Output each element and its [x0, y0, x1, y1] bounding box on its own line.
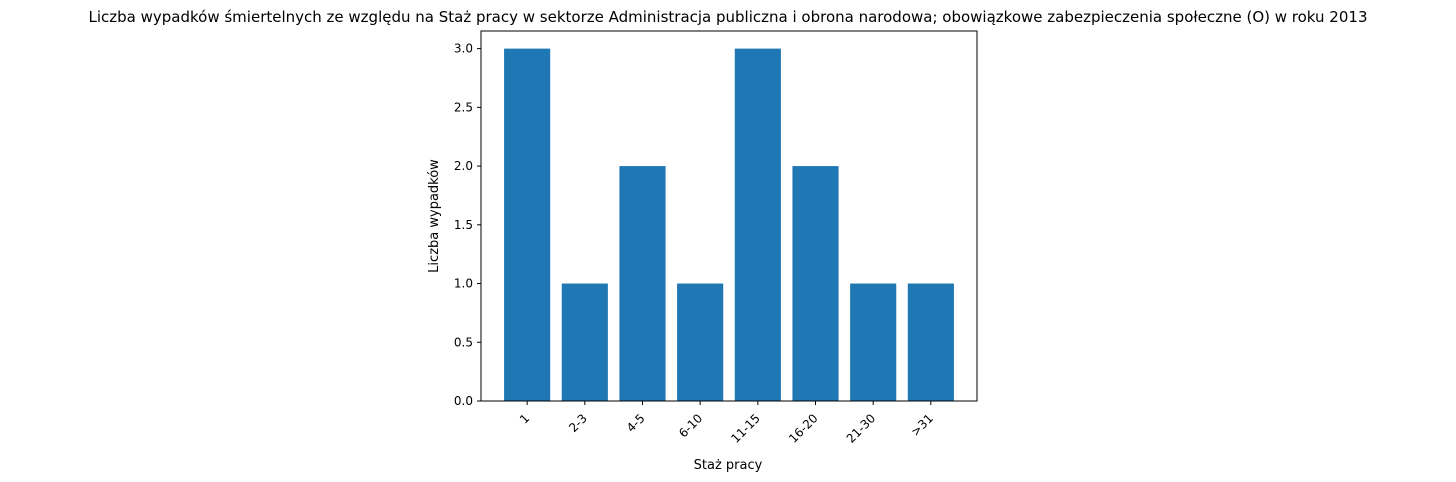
y-tick-label: 0.0: [454, 394, 473, 408]
x-tick-label: 6-10: [676, 411, 705, 440]
x-tick-label: 4-5: [624, 411, 648, 435]
bar: [792, 166, 839, 401]
bar: [677, 283, 724, 401]
y-tick-label: 3.0: [454, 42, 473, 56]
x-tick-label: 1: [517, 411, 532, 426]
x-tick-label: 11-15: [728, 411, 763, 446]
x-axis-label: Staż pracy: [694, 458, 763, 473]
x-tick-label: 21-30: [844, 411, 879, 446]
y-axis-label: Liczba wypadków: [427, 159, 442, 273]
plot-area: 0.0 0.5 1.0 1.5 2.0 2.5 3.0 1 2-3 4-5 6-10 11-15 16-…: [454, 30, 978, 446]
y-tick-label: 1.0: [454, 277, 473, 291]
y-tick-label: 0.5: [454, 335, 473, 349]
bar: [619, 166, 666, 401]
chart-title: Liczba wypadków śmiertelnych ze względu …: [89, 8, 1368, 26]
y-tick-label: 1.5: [454, 218, 473, 232]
y-tick-label: 2.5: [454, 100, 473, 114]
x-tick-label: 16-20: [786, 411, 821, 446]
y-tick-label: 2.0: [454, 159, 473, 173]
x-tick-label: 2-3: [566, 411, 590, 435]
bar: [561, 283, 608, 401]
axes-frame: [480, 30, 978, 402]
bar: [504, 48, 551, 402]
x-tick-label: >31: [908, 411, 936, 439]
bar: [850, 283, 897, 401]
bar: [734, 48, 781, 402]
bar: [907, 283, 954, 401]
